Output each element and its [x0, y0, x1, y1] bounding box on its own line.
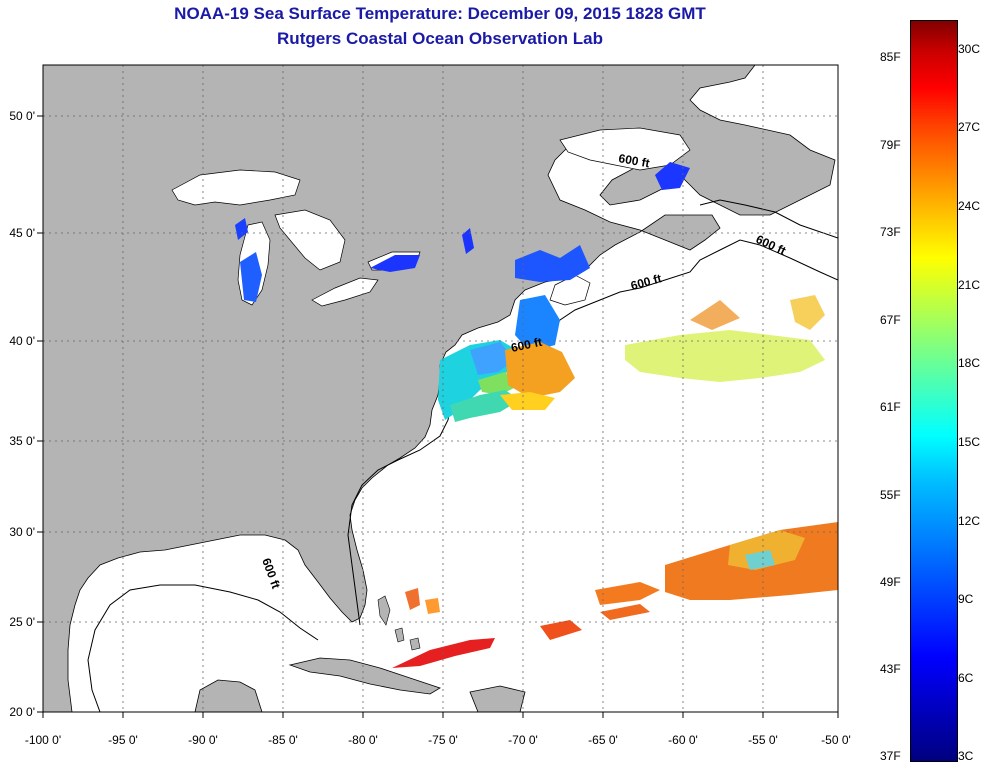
lon-tick-label: -85 0'	[268, 733, 298, 747]
lon-tick-label: -90 0'	[188, 733, 218, 747]
lon-tick-labels: -100 0' -95 0' -90 0' -85 0' -80 0' -75 …	[25, 733, 851, 747]
tick-marks	[37, 115, 839, 718]
colorbar-label-fahrenheit: 73F	[880, 225, 901, 239]
land-bahamas	[377, 595, 421, 651]
lat-tick-label: 40 0'	[9, 334, 35, 348]
colorbar-label-celsius: 18C	[958, 356, 981, 370]
lon-tick-label: -50 0'	[821, 733, 851, 747]
colorbar-label-celsius: 27C	[958, 120, 981, 134]
colorbar-label-fahrenheit: 61F	[880, 400, 901, 414]
sst-observations	[235, 162, 838, 668]
land-hispaniola	[469, 685, 526, 712]
lat-tick-label: 45 0'	[9, 226, 35, 240]
lon-tick-label: -75 0'	[428, 733, 458, 747]
map-frame	[42, 64, 839, 713]
lat-tick-label: 30 0'	[9, 525, 35, 539]
lat-tick-labels: 20 0' 25 0' 30 0' 35 0' 40 0' 45 0' 50 0…	[9, 109, 35, 719]
lat-tick-label: 35 0'	[9, 434, 35, 448]
colorbar-label-fahrenheit: 43F	[880, 662, 901, 676]
lat-tick-label: 25 0'	[9, 615, 35, 629]
isobath-label: 600 ft	[617, 151, 650, 170]
lon-tick-label: -65 0'	[588, 733, 618, 747]
lon-tick-label: -80 0'	[348, 733, 378, 747]
lake-superior	[171, 169, 301, 206]
lon-tick-label: -55 0'	[748, 733, 778, 747]
colorbar-label-celsius: 12C	[958, 514, 981, 528]
colorbar-label-fahrenheit: 67F	[880, 313, 901, 327]
colorbar-label-celsius: 24C	[958, 199, 981, 213]
lon-tick-label: -100 0'	[25, 733, 61, 747]
lon-tick-label: -60 0'	[668, 733, 698, 747]
colorbar-label-celsius: 9C	[958, 592, 974, 606]
colorbar-label-celsius: 3C	[958, 749, 974, 763]
colorbar-label-celsius: 15C	[958, 435, 981, 449]
lat-tick-label: 20 0'	[9, 705, 35, 719]
lon-tick-label: -70 0'	[508, 733, 538, 747]
lon-tick-label: -95 0'	[108, 733, 138, 747]
temperature-colorbar	[910, 20, 958, 762]
isobath-label: 600 ft	[510, 335, 544, 355]
land-cuba	[288, 657, 441, 695]
title-main: NOAA-19 Sea Surface Temperature: Decembe…	[174, 4, 706, 23]
land-yucatan	[194, 679, 263, 712]
colorbar-label-fahrenheit: 49F	[880, 575, 901, 589]
colorbar-label-celsius: 30C	[958, 42, 981, 56]
colorbar-label-celsius: 6C	[958, 671, 974, 685]
lake-erie	[311, 277, 379, 307]
title-subtitle: Rutgers Coastal Ocean Observation Lab	[277, 29, 603, 48]
lat-lon-grid	[43, 65, 838, 712]
colorbar-label-fahrenheit: 37F	[880, 749, 901, 763]
colorbar-label-fahrenheit: 85F	[880, 50, 901, 64]
lat-tick-label: 50 0'	[9, 109, 35, 123]
lake-huron	[274, 209, 346, 271]
colorbar-label-fahrenheit: 79F	[880, 138, 901, 152]
colorbar-label-fahrenheit: 55F	[880, 488, 901, 502]
colorbar-label-celsius: 21C	[958, 278, 981, 292]
